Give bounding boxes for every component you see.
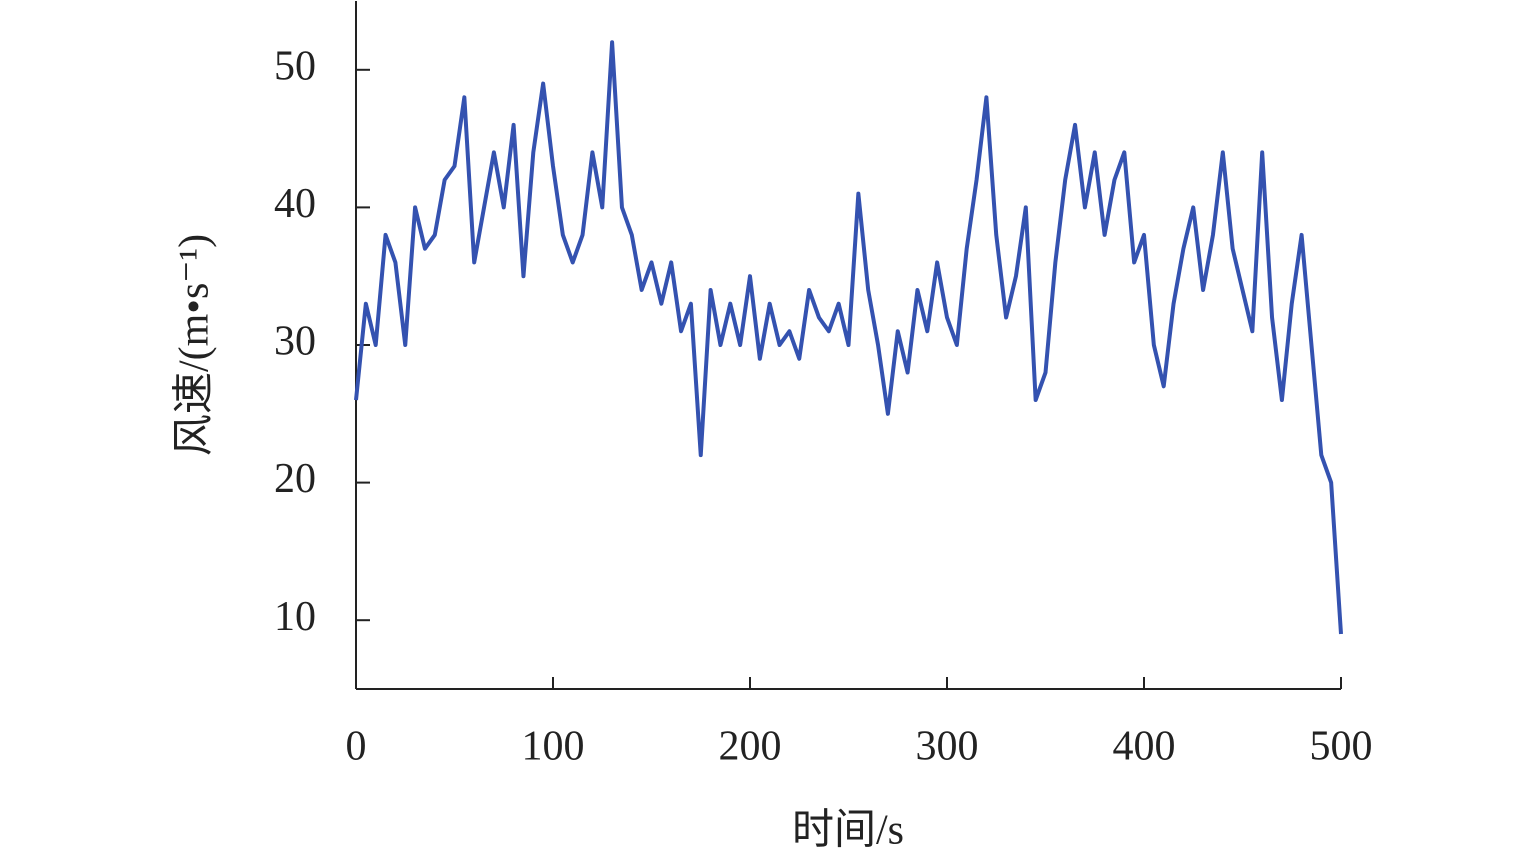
y-axis-label: 风速/(m•s⁻¹) [172, 234, 218, 456]
y-tick-label: 40 [274, 181, 316, 227]
data-line [354, 40, 1343, 635]
x-tick-label: 400 [1113, 724, 1176, 770]
x-tick-label: 0 [346, 724, 367, 770]
x-tick-label: 100 [522, 724, 585, 770]
x-tick-label: 200 [719, 724, 782, 770]
x-axis-label: 时间/s [792, 808, 904, 854]
y-tick-label: 20 [274, 456, 316, 502]
y-tick-label: 50 [274, 43, 316, 89]
x-tick-label: 500 [1310, 724, 1373, 770]
y-tick-label: 30 [274, 319, 316, 365]
y-tick-label: 10 [274, 594, 316, 640]
x-tick-label: 300 [916, 724, 979, 770]
